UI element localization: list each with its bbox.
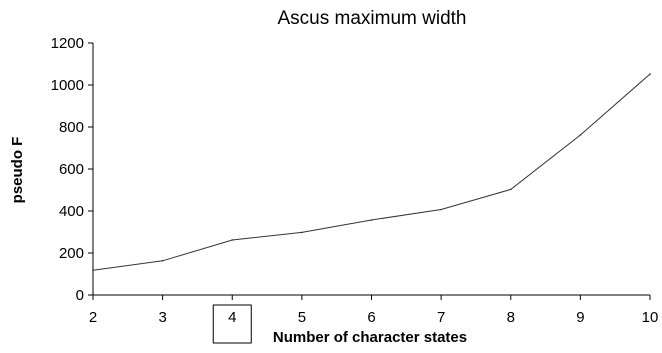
y-axis-title: pseudo F bbox=[9, 137, 26, 204]
y-tick-label: 200 bbox=[59, 245, 84, 262]
highlighted-tick-box bbox=[212, 304, 252, 344]
data-point bbox=[231, 239, 234, 241]
x-axis-title: Number of character states bbox=[273, 329, 467, 346]
x-ticks: 2 3 4 5 6 7 8 9 10 bbox=[89, 295, 659, 326]
x-tick-label: 7 bbox=[437, 309, 445, 326]
y-tick-label: 0 bbox=[76, 287, 84, 304]
x-tick-label: 5 bbox=[298, 309, 306, 326]
y-tick-label: 400 bbox=[59, 203, 84, 220]
x-tick-label: 2 bbox=[89, 309, 97, 326]
y-tick-label: 1000 bbox=[51, 77, 84, 94]
x-tick-label: 3 bbox=[158, 309, 166, 326]
x-tick-label: 9 bbox=[576, 309, 584, 326]
x-tick-label: 4 bbox=[228, 309, 236, 326]
data-point bbox=[301, 231, 303, 234]
x-tick-label: 8 bbox=[507, 309, 515, 326]
data-point bbox=[161, 259, 164, 262]
x-tick-label: 10 bbox=[642, 309, 659, 326]
data-point bbox=[509, 188, 512, 191]
y-tick-label: 800 bbox=[59, 119, 84, 136]
y-ticks: 0 200 400 600 800 1000 1200 bbox=[51, 35, 93, 304]
data-point bbox=[92, 269, 94, 272]
data-point bbox=[440, 208, 442, 211]
data-point bbox=[579, 134, 582, 136]
series-line bbox=[92, 73, 651, 271]
data-point bbox=[649, 73, 651, 75]
chart-title: Ascus maximum width bbox=[278, 8, 467, 29]
y-tick-label: 600 bbox=[59, 161, 84, 178]
x-tick-label: 6 bbox=[367, 309, 375, 326]
data-point bbox=[370, 219, 373, 221]
y-tick-label: 1200 bbox=[51, 35, 84, 52]
